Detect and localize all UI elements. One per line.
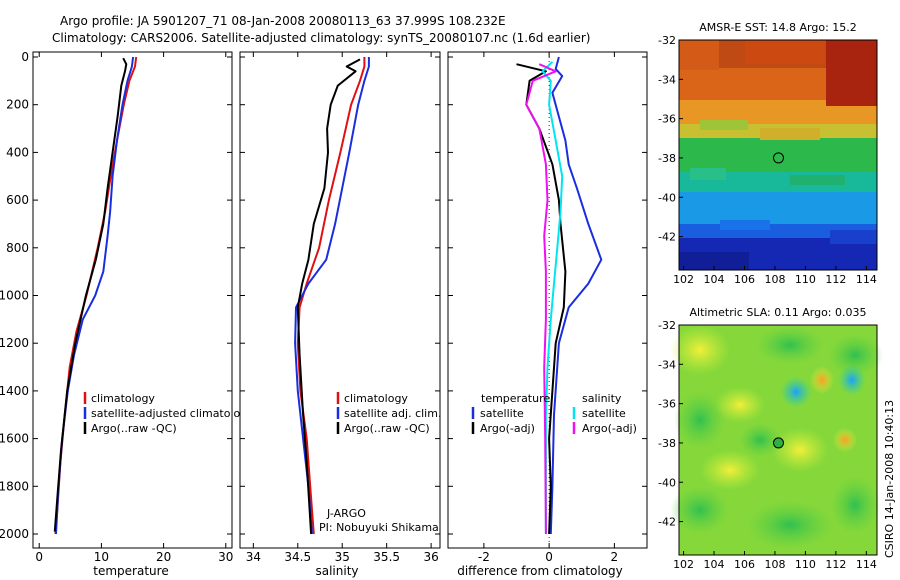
lon-tick-label: 110 [795,273,816,286]
y-tick-label: 800 [6,241,29,255]
y-tick-label: 400 [6,145,29,159]
lat-tick-label: -34 [658,73,676,86]
sst-axes-box [678,39,878,271]
y-tick-label: 1600 [0,432,29,446]
legend-label-satellite-adjusted: satellite-adjusted climatology [91,407,254,420]
difference-legend: temperature salinity satellite Argo(-adj… [471,392,637,435]
series-line-argo-adj [516,63,567,535]
lon-tick-label: 104 [704,558,725,571]
series-line-satellite [541,61,564,534]
sla-map-panel: Altimetric SLA: 0.11 Argo: 0.035 102 104 1… [658,306,883,571]
series-line-argo-raw-qc [296,58,361,535]
x-tick-label: 2 [611,550,619,564]
temperature-legend: climatology satellite-adjusted climatolo… [83,392,254,435]
lon-tick-label: 114 [856,273,877,286]
series-line-argo-raw-qc [53,57,128,532]
lon-tick-label: 114 [856,558,877,571]
lat-tick-label: -36 [658,398,676,411]
sst-map-panel: AMSR-E SST: 14.8 Argo: 15.2 102 104 106 108… [658,21,878,286]
lat-tick-label: -38 [658,152,676,165]
series-line-satellite-adj-clim [294,57,370,535]
lon-tick-label: 112 [825,558,846,571]
y-tick-label: 200 [6,98,29,112]
legend-label-sal-satellite: satellite [582,407,626,420]
figure-title-line1: Argo profile: JA 5901207_71 08-Jan-2008 … [60,14,506,28]
difference-axis-label: difference from climatology [457,564,623,578]
x-tick-label: 35 [335,550,350,564]
salinity-axis-label: salinity [315,564,358,578]
series-line-climatology [296,57,366,535]
sla-axes-box [678,324,878,556]
argo-location-marker [772,152,784,164]
lat-tick-label: -38 [658,437,676,450]
lat-tick-label: -42 [658,231,676,244]
y-tick-label: 600 [6,193,29,207]
difference-panel: -2 0 2 difference from climatology tempera… [447,51,648,578]
difference-axes-box [447,51,648,549]
argo-location-marker [772,437,784,449]
x-tick-label: 35.5 [373,550,400,564]
legend-label-temp-argo: Argo(-adj) [480,422,535,435]
salinity-legend: climatology satellite adj. clim. Argo(..… [336,392,441,435]
x-tick-label: 34 [246,550,261,564]
legend-title-temperature: temperature [481,392,550,405]
y-tick-label: 1400 [0,384,29,398]
y-tick-label: 1200 [0,336,29,350]
figure-title-line2: Climatology: CARS2006. Satellite-adjuste… [52,31,590,45]
lat-tick-label: -40 [658,191,676,204]
series-line-satellite [549,56,603,535]
x-tick-label: 10 [94,550,109,564]
lon-tick-label: 102 [673,273,694,286]
legend-label-argo: Argo(..raw -QC) [91,422,177,435]
y-tick-label: 2000 [0,527,29,541]
y-tick-label: 1800 [0,479,29,493]
lon-tick-label: 106 [734,273,755,286]
lat-tick-label: -40 [658,476,676,489]
lon-tick-label: 104 [704,273,725,286]
lon-tick-label: 106 [734,558,755,571]
salinity-axes-box [239,51,441,549]
lat-tick-label: -32 [658,34,676,47]
sst-heatmap [679,40,877,270]
lon-tick-label: 108 [764,273,785,286]
x-tick-label: -2 [478,550,490,564]
x-tick-label: 30 [218,550,233,564]
lat-tick-label: -34 [658,358,676,371]
x-tick-label: 0 [545,550,553,564]
sla-map-title: Altimetric SLA: 0.11 Argo: 0.035 [689,306,866,319]
temperature-axis-label: temperature [93,564,168,578]
x-tick-label: 34.5 [284,550,311,564]
lat-tick-label: -42 [658,516,676,529]
lon-tick-label: 108 [764,558,785,571]
lon-tick-label: 102 [673,558,694,571]
legend-label-argo: Argo(..raw -QC) [344,422,430,435]
csiro-credit: CSIRO 14-Jan-2008 10:40:13 [883,400,896,558]
sst-map-title: AMSR-E SST: 14.8 Argo: 15.2 [699,21,857,34]
legend-title-salinity: salinity [582,392,622,405]
legend-label-satellite-adj: satellite adj. clim. [344,407,441,420]
series-line-argo-adj [525,63,557,535]
lat-tick-label: -36 [658,113,676,126]
legend-label-climatology: climatology [91,392,155,405]
x-tick-label: 20 [156,550,171,564]
temperature-axes-box [32,51,233,549]
salinity-panel: 34 34.5 35 35.5 36 salinity climatology sate… [239,51,441,578]
x-tick-label: 36 [423,550,438,564]
legend-label-sal-argo: Argo(-adj) [582,422,637,435]
lon-tick-label: 110 [795,558,816,571]
legend-label-temp-satellite: satellite [480,407,524,420]
x-tick-label: 0 [35,550,43,564]
lon-tick-label: 112 [825,273,846,286]
temperature-panel: 0 10 20 30 0 200 400 600 800 1000 1200 1400 1600 1800… [0,50,254,578]
pi-annotation: PI: Nobuyuki Shikama [319,521,439,534]
jargo-annotation: J-ARGO [326,507,366,520]
legend-label-climatology: climatology [344,392,408,405]
y-tick-label: 1000 [0,289,29,303]
lat-tick-label: -32 [658,319,676,332]
y-tick-label: 0 [21,50,29,64]
